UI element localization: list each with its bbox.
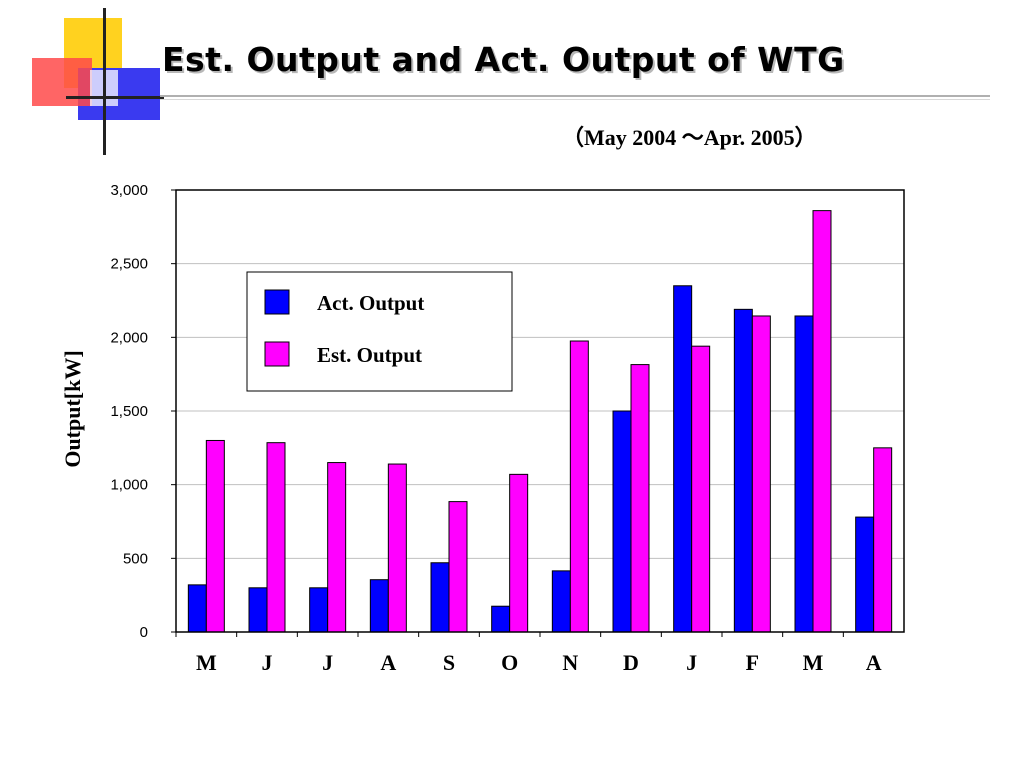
act-output-bar — [855, 516, 875, 633]
x-category-label: M — [803, 650, 824, 675]
y-tick-label: 1,000 — [110, 477, 148, 494]
est-output-bar — [812, 210, 832, 633]
legend-label-est: Est. Output — [317, 343, 422, 367]
logo-decoration — [0, 0, 170, 160]
x-category-label: D — [623, 650, 639, 675]
y-tick-label: 2,000 — [110, 329, 148, 346]
plot-border — [175, 189, 905, 633]
y-tick-label: 2,500 — [110, 256, 148, 273]
logo-vertical-line — [103, 8, 106, 155]
legend-box — [246, 271, 513, 392]
est-output-bar — [448, 501, 468, 633]
act-output-bar — [430, 562, 450, 633]
logo-horizontal-line — [66, 96, 164, 99]
act-output-bar — [673, 285, 693, 633]
x-category-label: A — [380, 650, 396, 675]
x-category-label: J — [686, 650, 697, 675]
act-output-bar — [733, 308, 753, 633]
est-output-bar — [630, 364, 650, 633]
est-output-bar — [751, 315, 771, 633]
x-category-label: O — [501, 650, 518, 675]
est-output-bar — [205, 439, 225, 633]
act-output-bar — [369, 579, 389, 633]
x-category-label: F — [746, 650, 759, 675]
legend-swatch-est — [264, 341, 290, 367]
y-tick-label: 500 — [123, 550, 148, 567]
slide-title: Est. Output and Act. Output of WTG — [162, 40, 845, 79]
y-tick-label: 0 — [140, 624, 148, 641]
title-divider-secondary — [160, 99, 990, 100]
est-output-bar — [509, 473, 529, 633]
est-output-bar — [266, 442, 286, 633]
act-output-bar — [612, 410, 632, 633]
legend-label-act: Act. Output — [317, 291, 424, 315]
y-axis-title: Output[kW] — [60, 350, 85, 467]
x-category-label: N — [562, 650, 578, 675]
act-output-bar — [491, 605, 511, 633]
title-divider — [160, 95, 990, 97]
est-output-bar — [327, 462, 347, 633]
act-output-bar — [794, 315, 814, 633]
legend-swatch-act — [264, 289, 290, 315]
x-category-label: M — [196, 650, 217, 675]
est-output-bar — [569, 340, 589, 633]
est-output-bar — [873, 447, 893, 633]
act-output-bar — [187, 584, 207, 633]
x-category-label: S — [443, 650, 455, 675]
y-tick-label: 1,500 — [110, 403, 148, 420]
act-output-bar — [248, 587, 268, 633]
est-output-bar — [691, 345, 711, 633]
slide-subtitle: （May 2004 ～Apr. 2005） — [562, 125, 817, 150]
x-category-label: A — [866, 650, 882, 675]
est-output-bar — [387, 463, 407, 633]
act-output-bar — [309, 587, 329, 633]
act-output-bar — [551, 570, 571, 633]
x-category-label: J — [262, 650, 273, 675]
x-category-label: J — [322, 650, 333, 675]
y-tick-label: 3,000 — [110, 182, 148, 199]
